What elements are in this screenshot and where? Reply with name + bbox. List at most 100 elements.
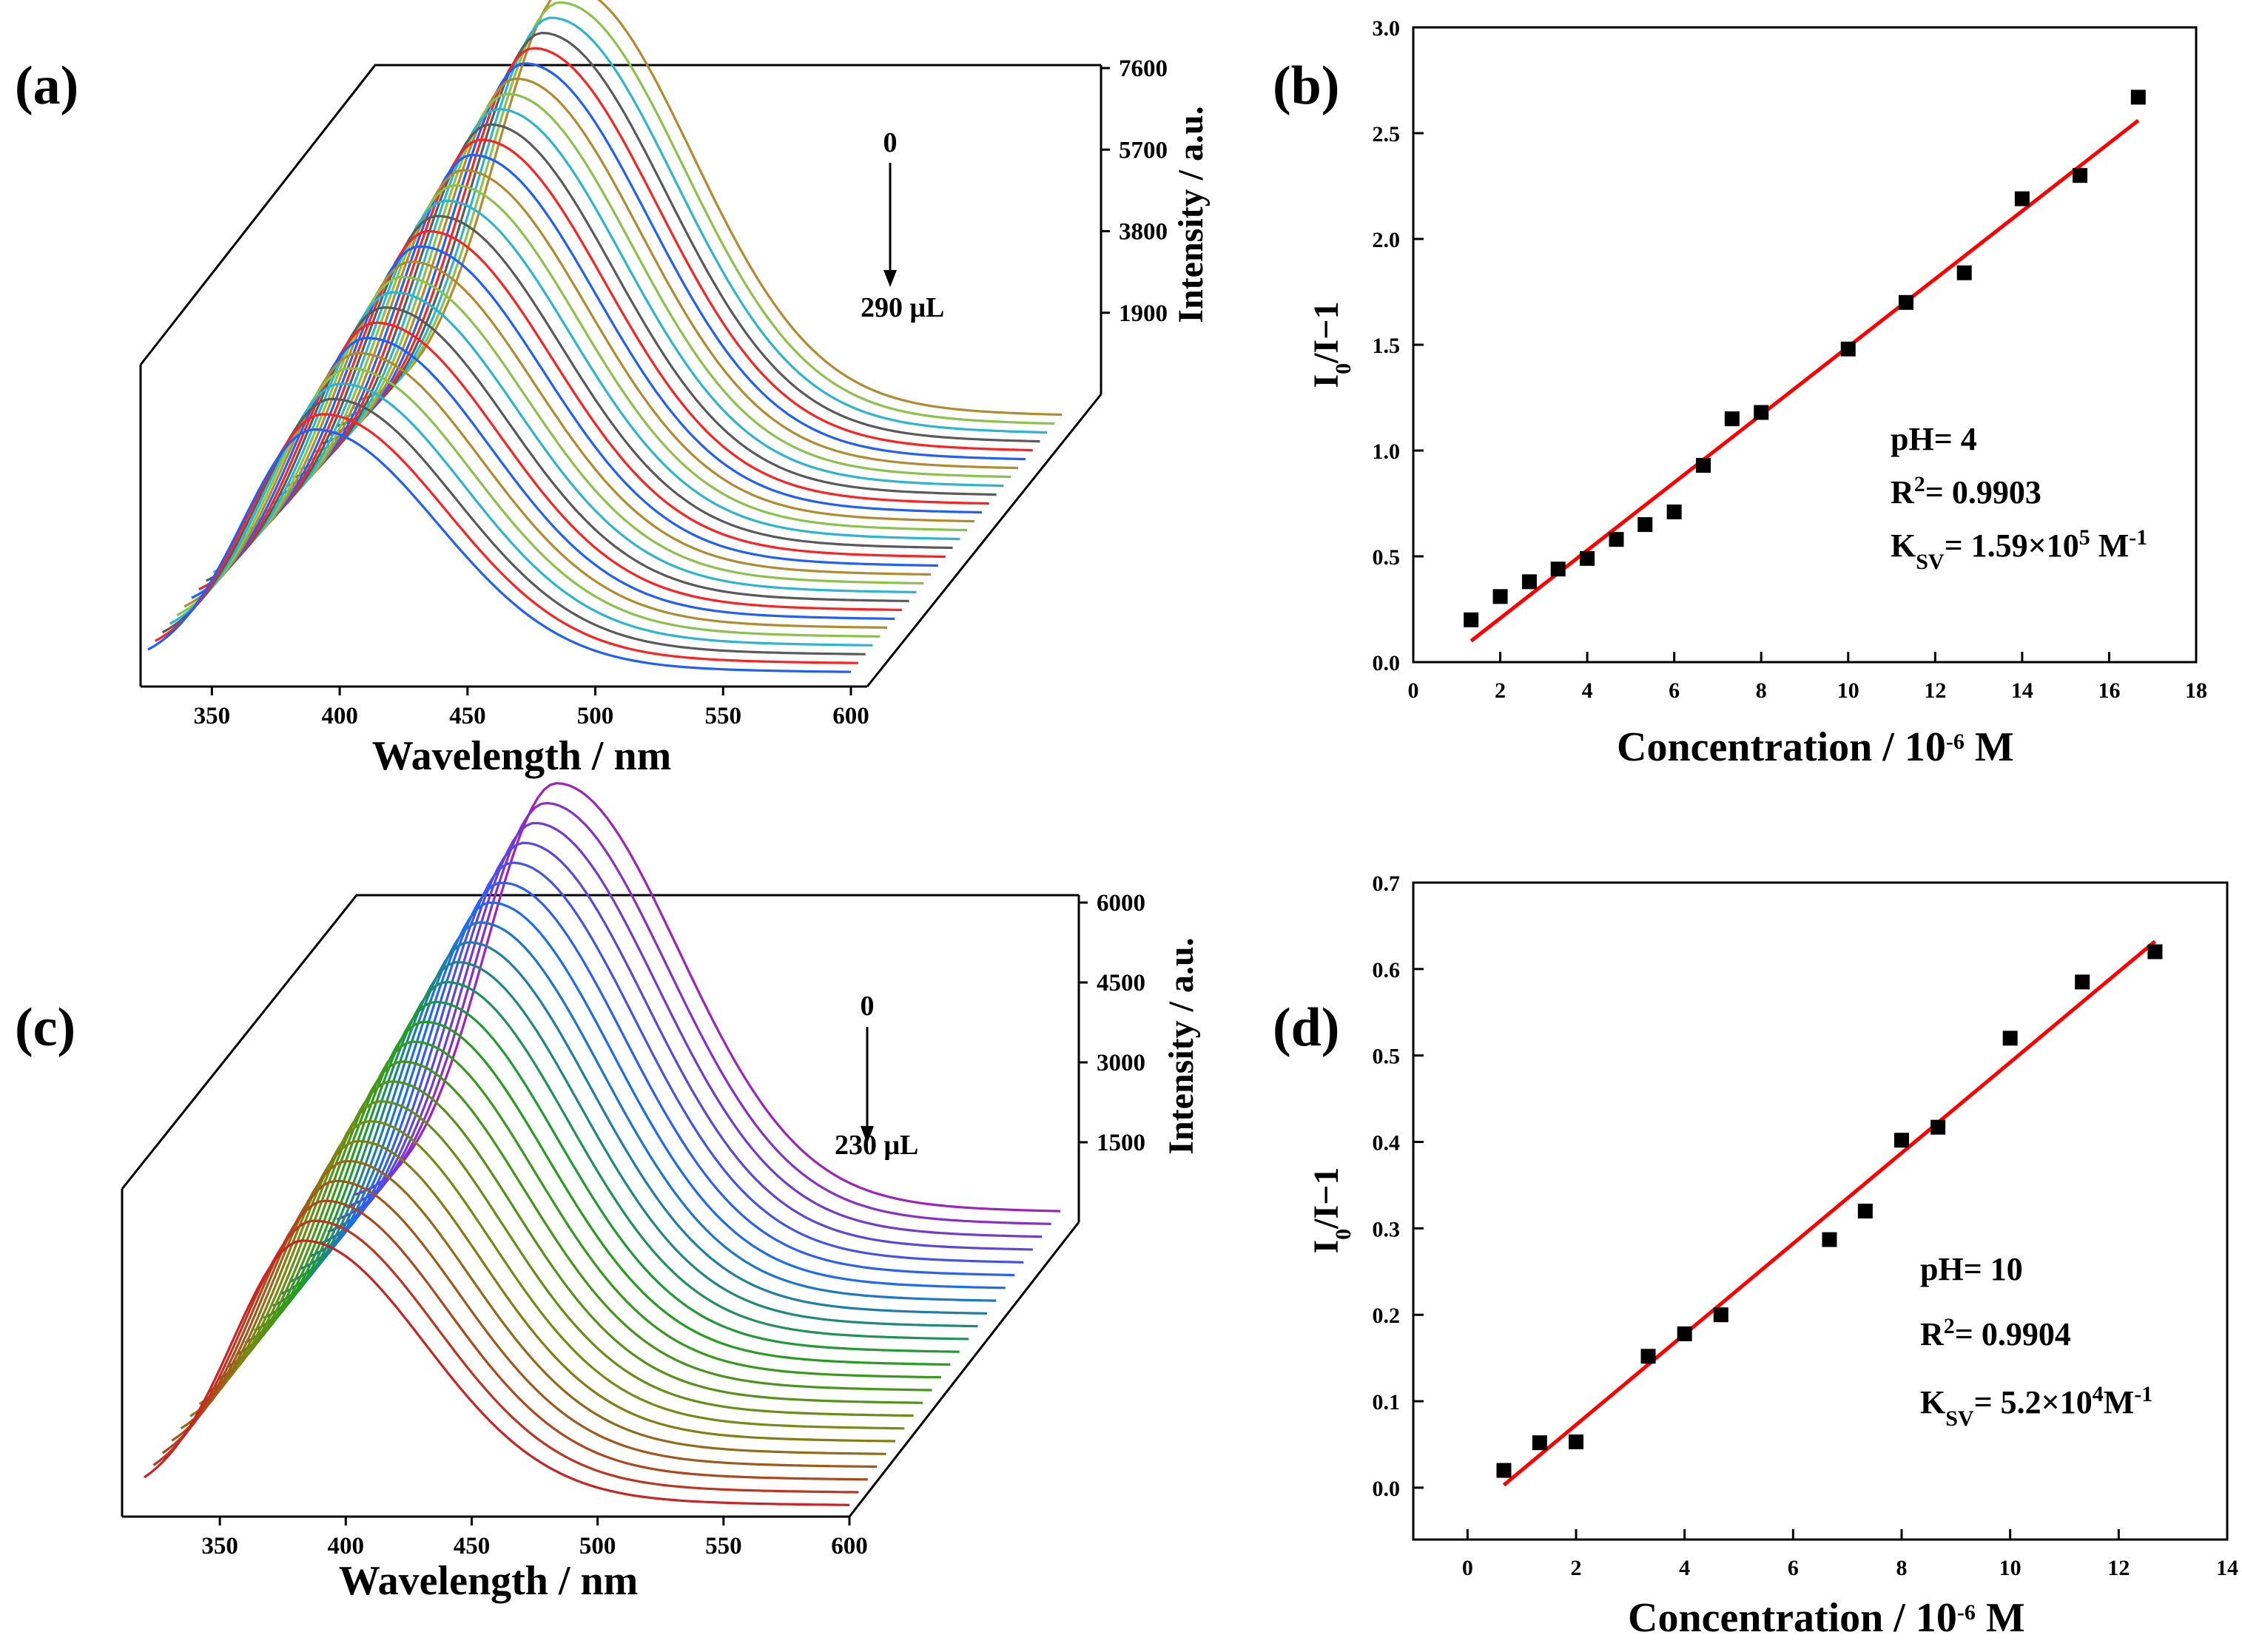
- spectrum-line: [212, 291, 917, 594]
- data-point: [1580, 550, 1595, 566]
- spectrum-line: [147, 428, 852, 673]
- panel-b-points: [1464, 90, 2146, 627]
- y-tick-label: 0.0: [1373, 1477, 1401, 1501]
- panel-b-ticks: 0 2 4 6 8 10 12 14 16 18 0.0 0.5 1.0 1.5 2.0 2.5 3.0: [1373, 16, 2208, 703]
- spectrum-line: [346, 801, 1051, 1225]
- panel-b-label: (b): [1273, 55, 1339, 116]
- panel-d-points: [1496, 944, 2163, 1478]
- spectrum-line: [235, 1040, 941, 1379]
- data-point: [1696, 458, 1711, 473]
- x-tick-label: 350: [194, 703, 231, 729]
- z-tick-label: 1900: [1119, 300, 1168, 327]
- panel-b-y-title: I0/I−1: [1307, 301, 1356, 388]
- data-point: [2147, 944, 2163, 960]
- panel-a-z-ticks: 1900 3800 5700 7600: [1101, 55, 1168, 327]
- panel-d-x-title-unit: M: [1976, 1595, 2025, 1641]
- data-point: [1898, 294, 1913, 310]
- x-tick-label: 600: [831, 1533, 868, 1560]
- panel-d: (d) 0 2 4 6 8 10 12 140.00.10.20.30.40.50.60.7 …: [1273, 871, 2238, 1641]
- panel-a-label: (a): [15, 55, 78, 116]
- z-tick-label: 6000: [1097, 890, 1145, 917]
- y-tick-label: 2.5: [1373, 122, 1401, 146]
- panel-b-note-r2: R2= 0.9903: [1891, 472, 2041, 511]
- x-tick-label: 500: [577, 703, 614, 729]
- panel-c-depth-axis: [848, 1221, 1080, 1517]
- x-tick-label: 2: [1571, 1556, 1582, 1580]
- panel-b-y-title-main: I: [1307, 374, 1346, 388]
- x-tick-label: 500: [579, 1533, 616, 1560]
- spectrum-line: [263, 980, 969, 1341]
- x-tick-label: 2: [1495, 678, 1506, 703]
- panel-c-z-ticks: 1500 3000 4500 6000: [1079, 890, 1145, 1156]
- z-tick-label: 4500: [1097, 970, 1145, 997]
- spectrum-line: [358, 0, 1063, 417]
- x-tick-label: 6: [1788, 1556, 1799, 1580]
- data-point: [1532, 1435, 1547, 1451]
- x-tick-label: 8: [1756, 678, 1767, 703]
- panel-b-frame: [1412, 26, 2198, 664]
- panel-c-arrow-end: 230 μL: [835, 1130, 918, 1161]
- spectrum-line: [272, 961, 978, 1328]
- z-tick-label: 3000: [1097, 1050, 1145, 1076]
- data-point: [1754, 405, 1769, 420]
- data-point: [1550, 562, 1566, 577]
- y-tick-label: 0.4: [1373, 1131, 1401, 1156]
- panel-d-note-ph: pH= 10: [1920, 1251, 2023, 1287]
- spectrum-line: [286, 138, 989, 505]
- panel-c-box-back: [121, 894, 1079, 1190]
- data-point: [1840, 341, 1856, 357]
- data-point: [1637, 517, 1653, 533]
- spectrum-line: [327, 841, 1033, 1251]
- spectrum-line: [343, 16, 1048, 434]
- spectrum-line: [242, 229, 946, 559]
- spectrum-line: [198, 1119, 905, 1430]
- y-tick-label: 0.2: [1373, 1304, 1401, 1328]
- spectrum-line: [278, 153, 982, 514]
- z-tick-label: 1500: [1097, 1130, 1145, 1156]
- data-point: [1666, 504, 1682, 519]
- panel-d-x-title-main: Concentration / 10: [1628, 1595, 1957, 1641]
- data-point: [1521, 574, 1537, 590]
- spectrum-line: [263, 184, 968, 532]
- data-point: [2002, 1031, 2018, 1046]
- data-point: [2073, 168, 2088, 183]
- spectrum-line: [220, 275, 924, 585]
- x-tick-label: 400: [328, 1533, 365, 1560]
- panel-a: (a) 350 400 450 500 550 600 1900380057007600 …: [15, 0, 1211, 779]
- z-tick-label: 3800: [1119, 219, 1168, 246]
- x-tick-label: 10: [1837, 678, 1859, 703]
- panel-b-note-ph: pH= 4: [1891, 421, 1977, 457]
- spectrum-line: [317, 861, 1024, 1264]
- spectrum-line: [207, 1100, 914, 1417]
- panel-d-y-title-rest: /I−1: [1307, 1167, 1346, 1229]
- y-tick-label: 0.6: [1373, 958, 1401, 982]
- panel-d-frame: [1412, 881, 2229, 1541]
- spectrum-line: [144, 1239, 850, 1506]
- panel-d-fit-line: [1502, 940, 2157, 1487]
- z-tick-label: 7600: [1119, 55, 1168, 82]
- panel-c-label: (c): [15, 997, 75, 1058]
- spectrum-line: [253, 1000, 960, 1353]
- x-tick-label: 10: [1999, 1556, 2021, 1580]
- panel-b-x-title-unit: M: [1965, 724, 2014, 770]
- panel-a-box-back: [139, 64, 1101, 365]
- x-tick-label: 400: [321, 703, 358, 729]
- data-point: [1640, 1349, 1656, 1364]
- panel-d-note-ksv: KSV= 5.2×104M-1: [1920, 1382, 2152, 1431]
- data-point: [2075, 974, 2090, 990]
- spectrum-line: [307, 92, 1011, 479]
- x-tick-label: 600: [832, 703, 869, 729]
- y-tick-label: 0.0: [1373, 651, 1401, 675]
- panel-b-x-title: Concentration / 10-6 M: [1617, 724, 2014, 770]
- x-tick-label: 0: [1408, 678, 1419, 703]
- spectrum-line: [300, 901, 1006, 1289]
- panel-a-arrow-start: 0: [883, 127, 898, 158]
- x-tick-label: 16: [2098, 678, 2120, 703]
- spectrum-line: [309, 881, 1015, 1277]
- spectrum-line: [176, 367, 881, 638]
- panel-c-x-title: Wavelength / nm: [339, 1558, 638, 1604]
- spectrum-line: [293, 123, 997, 496]
- panel-b-note-ksv: KSV= 1.59×105 M-1: [1891, 525, 2147, 574]
- panel-c-arrow-start: 0: [861, 991, 875, 1022]
- data-point: [2014, 191, 2030, 206]
